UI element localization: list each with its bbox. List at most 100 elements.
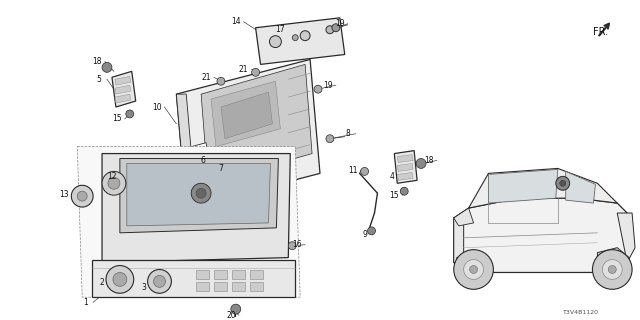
Polygon shape	[232, 270, 244, 279]
Polygon shape	[77, 147, 300, 297]
Circle shape	[608, 266, 616, 274]
Circle shape	[400, 187, 408, 195]
Text: 20: 20	[226, 310, 236, 320]
Polygon shape	[221, 151, 273, 169]
Polygon shape	[454, 213, 463, 262]
Text: 13: 13	[60, 190, 69, 199]
Circle shape	[332, 24, 340, 32]
Text: 4: 4	[390, 172, 395, 181]
Text: FR.: FR.	[593, 27, 609, 37]
Circle shape	[269, 36, 282, 48]
Circle shape	[148, 269, 172, 293]
Polygon shape	[115, 85, 131, 94]
Text: T3V4B1120: T3V4B1120	[563, 309, 598, 315]
Polygon shape	[468, 168, 617, 208]
Polygon shape	[120, 158, 278, 233]
Polygon shape	[177, 60, 320, 208]
Text: 21: 21	[239, 65, 248, 74]
Circle shape	[106, 266, 134, 293]
Text: 10: 10	[152, 102, 161, 111]
Circle shape	[560, 180, 566, 186]
Polygon shape	[250, 270, 262, 279]
Text: 19: 19	[323, 81, 333, 90]
Circle shape	[196, 188, 206, 198]
Polygon shape	[102, 154, 291, 262]
Circle shape	[470, 266, 477, 274]
Circle shape	[252, 68, 260, 76]
Circle shape	[326, 135, 334, 143]
Polygon shape	[255, 18, 345, 64]
Text: 17: 17	[276, 25, 285, 34]
Circle shape	[71, 185, 93, 207]
Polygon shape	[184, 143, 209, 169]
Text: 1: 1	[83, 298, 88, 307]
Polygon shape	[454, 208, 474, 226]
Text: 15: 15	[112, 114, 122, 124]
Circle shape	[602, 260, 622, 279]
Polygon shape	[177, 94, 196, 208]
Polygon shape	[397, 172, 413, 180]
Polygon shape	[214, 270, 227, 279]
Text: 9: 9	[362, 230, 367, 239]
Polygon shape	[457, 253, 490, 276]
Text: 16: 16	[292, 240, 302, 249]
Polygon shape	[211, 81, 280, 147]
Polygon shape	[115, 94, 131, 103]
Polygon shape	[92, 260, 295, 297]
Circle shape	[288, 242, 296, 250]
Circle shape	[292, 35, 298, 41]
Polygon shape	[196, 270, 209, 279]
Circle shape	[314, 85, 322, 93]
Circle shape	[416, 158, 426, 168]
Polygon shape	[454, 198, 627, 272]
Text: 11: 11	[348, 166, 358, 175]
Polygon shape	[214, 282, 227, 291]
Circle shape	[300, 31, 310, 41]
Circle shape	[113, 272, 127, 286]
Circle shape	[231, 304, 241, 314]
Circle shape	[77, 191, 87, 201]
Text: 3: 3	[141, 283, 146, 292]
Text: 15: 15	[390, 191, 399, 200]
Circle shape	[126, 110, 134, 118]
Text: 19: 19	[335, 19, 344, 28]
Circle shape	[217, 77, 225, 85]
Polygon shape	[221, 92, 273, 139]
Circle shape	[326, 26, 334, 34]
Text: 14: 14	[231, 17, 241, 26]
Polygon shape	[397, 164, 413, 172]
Text: 5: 5	[97, 75, 102, 84]
Polygon shape	[115, 76, 131, 85]
Text: 2: 2	[100, 278, 104, 287]
Polygon shape	[397, 155, 413, 163]
Polygon shape	[127, 164, 271, 226]
Polygon shape	[488, 169, 558, 203]
Text: 21: 21	[202, 73, 211, 82]
Circle shape	[367, 227, 376, 235]
Polygon shape	[201, 64, 312, 183]
Circle shape	[102, 172, 126, 195]
Circle shape	[463, 260, 483, 279]
Circle shape	[556, 176, 570, 190]
Polygon shape	[196, 282, 209, 291]
Circle shape	[102, 62, 112, 72]
Polygon shape	[597, 248, 629, 276]
Text: 18: 18	[92, 57, 102, 66]
Circle shape	[593, 250, 632, 289]
Text: 18: 18	[424, 156, 434, 165]
Circle shape	[454, 250, 493, 289]
Text: 8: 8	[346, 129, 350, 138]
Polygon shape	[250, 282, 262, 291]
Text: 12: 12	[107, 172, 116, 181]
Polygon shape	[617, 213, 635, 262]
Text: 7: 7	[218, 164, 223, 173]
Polygon shape	[394, 151, 417, 183]
Polygon shape	[112, 71, 136, 107]
Circle shape	[108, 177, 120, 189]
Text: 6: 6	[201, 156, 205, 165]
Circle shape	[360, 167, 369, 175]
Circle shape	[154, 276, 166, 287]
Polygon shape	[566, 172, 595, 203]
Circle shape	[191, 183, 211, 203]
Polygon shape	[232, 282, 244, 291]
